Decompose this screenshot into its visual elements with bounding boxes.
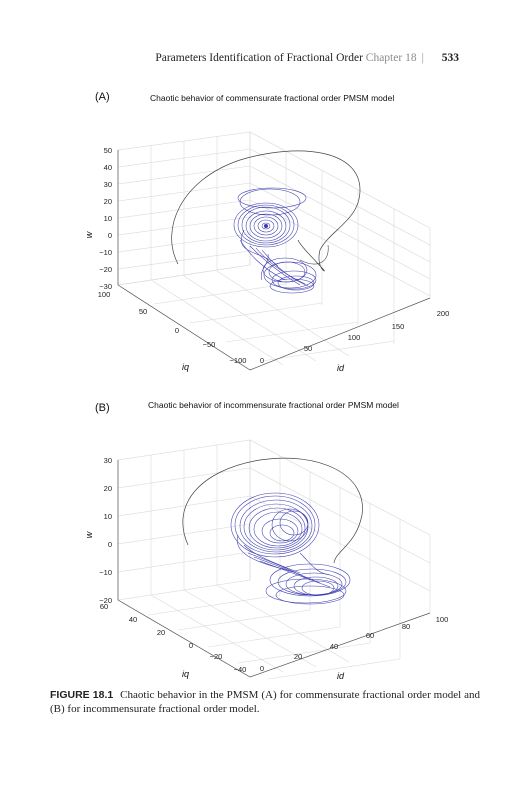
iq-tick: 20 (157, 628, 165, 637)
z-tick: −30 (99, 282, 112, 291)
figure-panel-a: (A) Chaotic behavior of commensurate fra… (0, 80, 531, 380)
z-tick: 20 (104, 484, 112, 493)
id-tick: 60 (366, 631, 374, 640)
id-axis-label-b: id (337, 671, 345, 681)
page-number: 533 (441, 52, 459, 64)
id-axis-label-a: id (337, 363, 345, 373)
z-tick: 50 (104, 146, 112, 155)
axes-b (117, 460, 431, 678)
iq-tick: −50 (203, 340, 216, 349)
figure-panel-b: (B) Chaotic behavior of incommensurate f… (0, 395, 531, 685)
iq-tick: 60 (100, 602, 108, 611)
id-tick: 40 (330, 642, 338, 651)
attractor-a (233, 187, 317, 294)
z-tick: 10 (104, 512, 112, 521)
attractor-b (230, 492, 351, 605)
id-tick: 100 (436, 615, 449, 624)
z-tick: 30 (104, 180, 112, 189)
caption-label: FIGURE 18.1 (50, 689, 114, 701)
running-title: Parameters Identification of Fractional … (155, 52, 363, 64)
iq-tick: 0 (189, 641, 193, 650)
z-tick: 10 (104, 214, 112, 223)
running-header: Parameters Identification of Fractional … (155, 52, 459, 64)
panel-label-b: (B) (95, 402, 110, 414)
z-tick: 0 (108, 540, 112, 549)
iq-tick: −100 (230, 356, 247, 365)
id-tick: 0 (260, 356, 264, 365)
id-tick: 200 (437, 309, 450, 318)
grid-b (117, 439, 431, 680)
grid-a (117, 131, 431, 371)
z-tick: 20 (104, 197, 112, 206)
chapter-number: 18 (405, 52, 417, 64)
plot-title-b: Chaotic behavior of incommensurate fract… (148, 400, 399, 410)
equilibrium-point-a (264, 224, 268, 228)
id-tick: 50 (304, 344, 312, 353)
iq-tick: 50 (139, 307, 147, 316)
iq-tick: −20 (210, 652, 223, 661)
z-tick: −20 (99, 596, 112, 605)
z-tick: 30 (104, 456, 112, 465)
z-tick: −20 (99, 265, 112, 274)
iq-tick: −40 (234, 665, 247, 674)
z-tick: 0 (108, 231, 112, 240)
id-tick: 150 (392, 322, 405, 331)
id-tick: 100 (348, 333, 361, 342)
chapter-label: Chapter (365, 52, 403, 64)
plot-a: (A) Chaotic behavior of commensurate fra… (84, 91, 450, 373)
axes-a (117, 150, 431, 371)
z-tick: 40 (104, 163, 112, 172)
iq-axis-label-a: iq (182, 362, 189, 372)
z-axis-label-a: w (84, 231, 94, 238)
iq-tick: 0 (175, 326, 179, 335)
id-tick: 20 (294, 652, 302, 661)
iq-axis-label-b: iq (182, 669, 189, 679)
figure-caption: FIGURE 18.1 Chaotic behavior in the PMSM… (50, 688, 480, 716)
iq-tick: 100 (98, 290, 111, 299)
transient-trajectory-b (182, 457, 363, 564)
z-axis-label-b: w (84, 531, 94, 538)
iq-tick: 40 (129, 615, 137, 624)
caption-text: Chaotic behavior in the PMSM (A) for com… (50, 689, 480, 715)
z-tick: −10 (99, 248, 112, 257)
id-tick: 80 (402, 622, 410, 631)
panel-label-a: (A) (95, 91, 110, 103)
plot-title-a: Chaotic behavior of commensurate fractio… (150, 93, 394, 103)
z-tick: −10 (99, 568, 112, 577)
plot-b: (B) Chaotic behavior of incommensurate f… (84, 400, 449, 681)
id-tick: 0 (260, 664, 264, 673)
